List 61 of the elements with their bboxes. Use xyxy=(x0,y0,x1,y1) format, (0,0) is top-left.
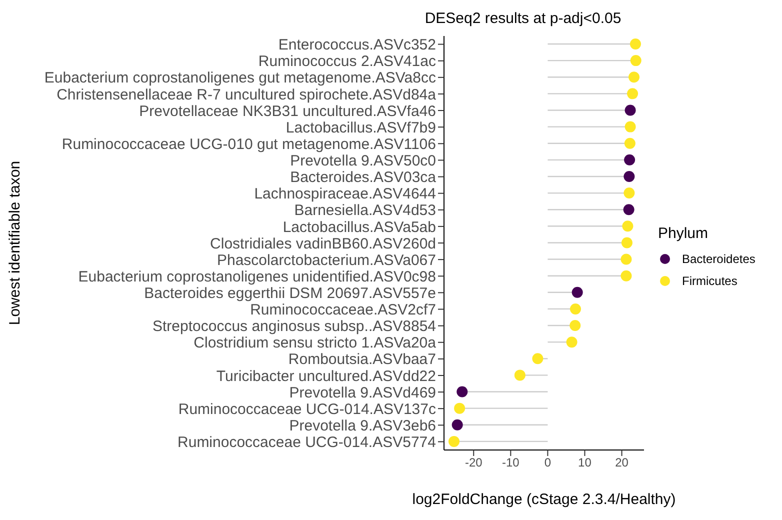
point xyxy=(620,254,632,265)
y-tick-label: Ruminococcaceae UCG-014.ASV5774 xyxy=(178,434,436,452)
y-tick-label: Ruminococcaceae UCG-010 gut metagenome.ASV1106 xyxy=(62,136,436,153)
y-tick-label: Phascolarctobacterium.ASVa067 xyxy=(216,252,436,269)
y-tick-label: Lactobacillus.ASVf7b9 xyxy=(286,119,436,136)
point xyxy=(624,154,636,166)
point xyxy=(623,204,634,216)
y-tick-label: Christensenellaceae R-7 uncultured spirochete.ASVd84a xyxy=(56,86,437,104)
point xyxy=(627,88,638,100)
point xyxy=(624,188,635,199)
y-tick-label: Bacteroides.ASV03ca xyxy=(290,169,437,186)
x-tick-label: -10 xyxy=(502,456,520,470)
point xyxy=(624,170,635,182)
y-tick-label: Bacteroides eggerthii DSM 20697.ASV557e xyxy=(144,285,436,302)
y-tick-label: Clostridiales vadinBB60.ASV260d xyxy=(210,235,436,252)
legend-label: Bacteroidetes xyxy=(682,252,756,266)
point xyxy=(448,436,460,447)
point xyxy=(454,402,466,414)
point xyxy=(532,353,544,364)
legend-title: Phylum xyxy=(658,224,710,242)
y-tick-label: Lactobacillus.ASVa5ab xyxy=(282,218,436,236)
y-tick-label: Eubacterium coprostanoligenes gut metagenome.ASVa8cc xyxy=(44,70,436,87)
point xyxy=(628,72,640,83)
point xyxy=(572,286,583,298)
y-tick-label: Ruminococcaceae.ASV2cf7 xyxy=(250,302,436,319)
y-tick-label: Ruminococcus 2.ASV41ac xyxy=(258,53,436,70)
y-axis-title: Lowest identifiable taxon xyxy=(6,160,24,326)
point xyxy=(630,55,642,66)
y-tick-label: Prevotellaceae NK3B31 uncultured.ASVfa46 xyxy=(139,102,436,120)
point xyxy=(620,270,632,282)
y-tick-label: Clostridium sensu stricto 1.ASVa20a xyxy=(194,334,437,352)
point xyxy=(452,419,463,430)
point xyxy=(622,220,634,232)
y-tick-label: Streptococcus anginosus subsp..ASV8854 xyxy=(152,318,436,336)
y-tick-label: Prevotella 9.ASV50c0 xyxy=(290,152,436,170)
y-tick-label: Turicibacter uncultured.ASVdd22 xyxy=(216,368,436,385)
y-tick-label: Prevotella 9.ASVd469 xyxy=(289,384,436,402)
point xyxy=(570,320,581,332)
y-tick-label: Lachnospiraceae.ASV4644 xyxy=(254,186,436,203)
point xyxy=(570,303,581,314)
point xyxy=(566,336,578,348)
point xyxy=(456,386,468,398)
x-tick-label: 20 xyxy=(615,456,629,470)
y-tick-label: Eubacterium coprostanoligenes unidentified.ASV0c98 xyxy=(78,268,436,286)
point xyxy=(621,237,632,248)
x-axis-title: log2FoldChange (cStage 2.3.4/Healthy) xyxy=(412,491,676,508)
y-tick-label: Romboutsia.ASVbaa7 xyxy=(288,351,436,368)
y-tick-label: Enterococcus.ASVc352 xyxy=(278,36,436,54)
y-tick-label: Barnesiella.ASV4d53 xyxy=(294,202,436,220)
x-tick-label: 10 xyxy=(578,456,592,470)
y-tick-label: Prevotella 9.ASV3eb6 xyxy=(289,417,436,434)
y-tick-label: Ruminococcaceae UCG-014.ASV137c xyxy=(178,400,436,418)
legend-label: Firmicutes xyxy=(682,274,738,288)
point xyxy=(624,138,636,149)
x-tick-label: 0 xyxy=(544,456,552,470)
point xyxy=(514,370,526,381)
point xyxy=(624,121,636,132)
point xyxy=(624,104,636,116)
x-tick-label: -20 xyxy=(464,456,483,470)
chart-title: DESeq2 results at p-adj<0.05 xyxy=(424,10,622,27)
point xyxy=(630,38,641,50)
